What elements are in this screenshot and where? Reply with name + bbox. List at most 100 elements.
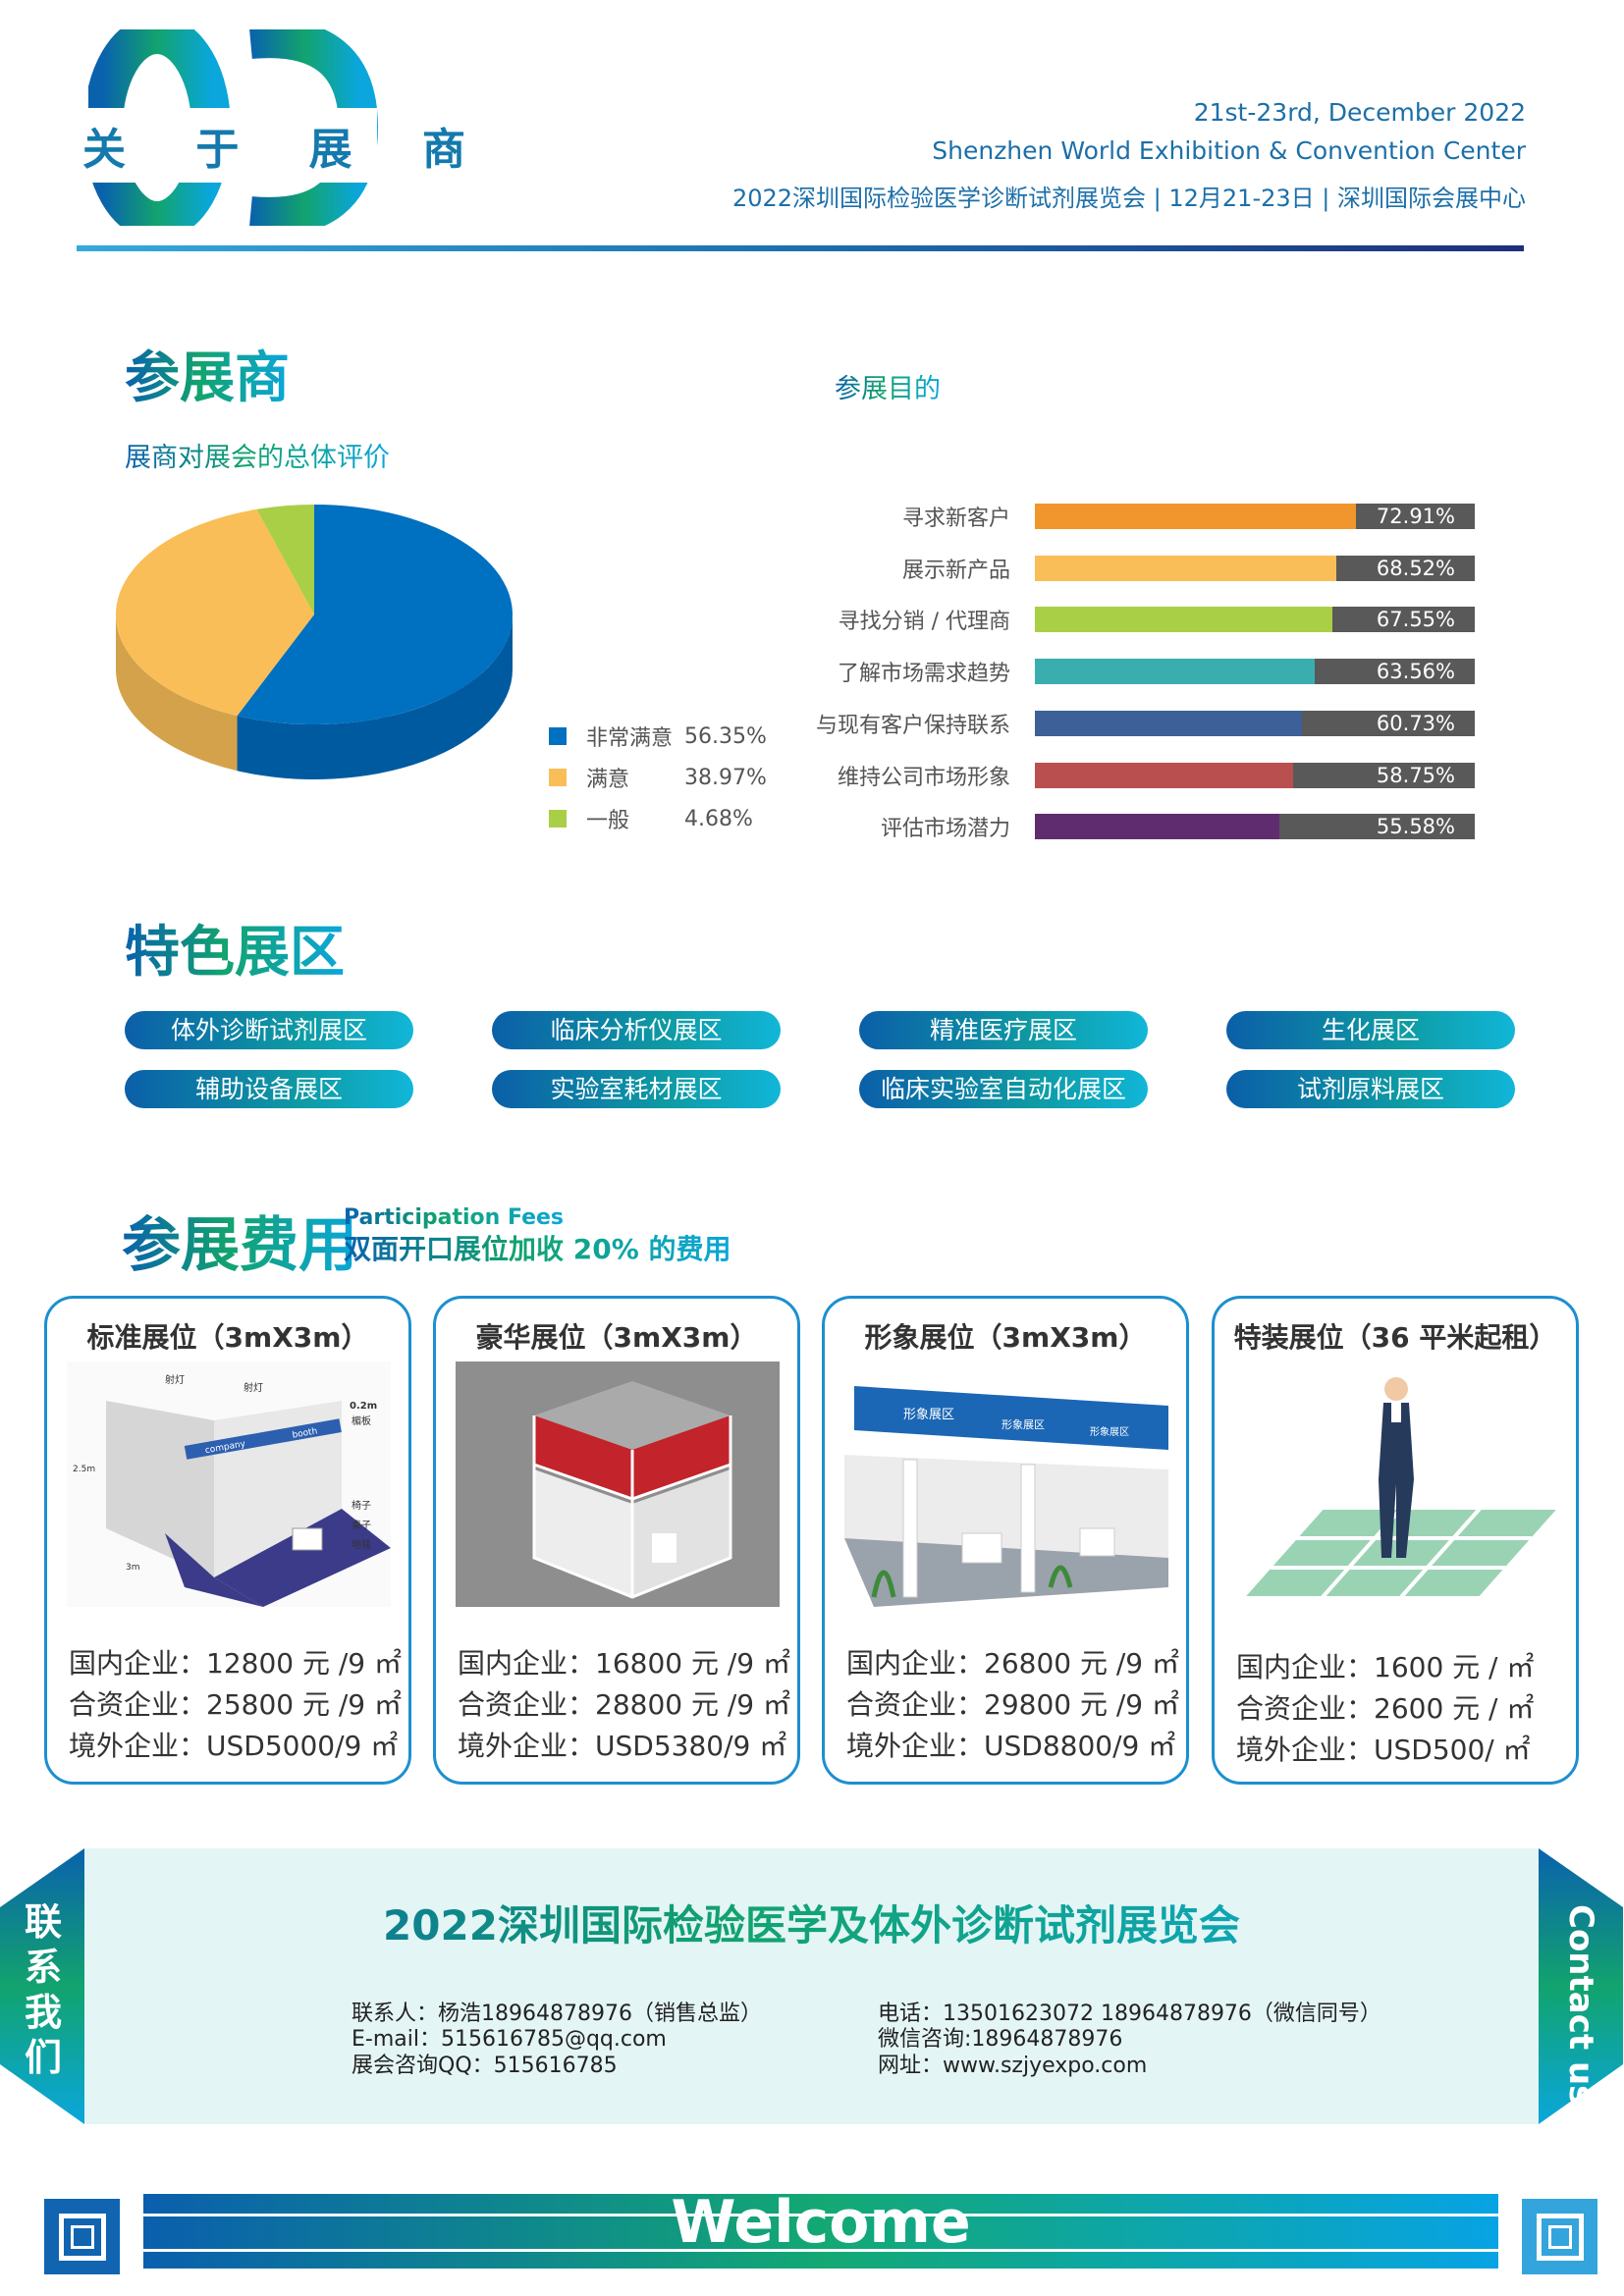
legend-label: 满意: [586, 768, 630, 792]
bar-fill: [1035, 555, 1336, 581]
bar-label: 与现有客户保持联系: [815, 713, 1010, 738]
section-title-band: 关 于 展 商: [82, 108, 493, 183]
bar-value: 67.55%: [1376, 608, 1455, 632]
booth-image-label: 0.2m: [350, 1401, 377, 1412]
bar-title: 参展目的: [835, 367, 941, 405]
contact-panel: [84, 1848, 1539, 2124]
fee-price: 合资企业：25800 元 /9 ㎡: [69, 1688, 403, 1721]
bar-fill: [1035, 659, 1315, 685]
bar-track: 67.55%: [1035, 607, 1475, 633]
bar-row: 寻找分销 / 代理商 67.55%: [687, 607, 1502, 635]
bar-label: 寻找分销 / 代理商: [838, 610, 1010, 635]
zone-pill[interactable]: 试剂原料展区: [1226, 1070, 1515, 1108]
zone-pill[interactable]: 体外诊断试剂展区: [125, 1011, 413, 1049]
bar-row: 寻求新客户 72.91%: [687, 504, 1502, 531]
bar-label: 寻求新客户: [901, 507, 1010, 531]
booth-image-label: 形象展区: [903, 1408, 954, 1422]
bar-track: 63.56%: [1035, 659, 1475, 685]
bar-row: 评估市场潜力 55.58%: [687, 814, 1502, 842]
booth-image-label: 地毯: [352, 1538, 371, 1551]
pie-side-1: [116, 614, 238, 772]
fee-card-title: 特装展位（36 平米起租）: [1233, 1321, 1557, 1354]
legend-swatch: [549, 769, 567, 786]
legend-label: 一般: [586, 809, 630, 833]
booth-image-label: 桌子: [352, 1519, 371, 1531]
booth-image-luxury-booth: [456, 1362, 780, 1607]
bar-track: 55.58%: [1035, 814, 1475, 840]
zone-pill[interactable]: 实验室耗材展区: [492, 1070, 781, 1108]
bar-track: 60.73%: [1035, 710, 1475, 736]
fee-card-title: 豪华展位（3mX3m）: [475, 1321, 758, 1354]
legend-value: 38.97%: [684, 765, 767, 790]
legend-swatch: [549, 727, 567, 745]
zone-pill[interactable]: 辅助设备展区: [125, 1070, 413, 1108]
bar-fill: [1035, 710, 1303, 736]
fees-title-en: Participation Fees: [344, 1205, 565, 1230]
legend-label: 非常满意: [586, 726, 674, 751]
fee-price: 境外企业：USD8800/9 ㎡: [846, 1730, 1176, 1762]
bar-fill: [1035, 607, 1332, 633]
fees-note: 双面开口展位加收 20% 的费用: [344, 1228, 731, 1267]
welcome-banner: Welcome: [143, 2188, 1498, 2269]
legend-item: 满意 38.97%: [549, 763, 767, 792]
bar-row: 了解市场需求趋势 63.56%: [687, 659, 1502, 686]
contact-ribbon-left: [0, 1848, 84, 2124]
pie-slice-一般: [256, 505, 314, 614]
bar-value: 58.75%: [1376, 763, 1455, 787]
legend-swatch: [549, 810, 567, 828]
fee-price: 国内企业：12800 元 /9 ㎡: [69, 1647, 403, 1680]
bar-value: 68.52%: [1376, 556, 1455, 580]
bar-track: 68.52%: [1035, 555, 1475, 581]
bar-value: 72.91%: [1376, 505, 1455, 528]
header-divider: [77, 245, 1524, 251]
section-title: 关 于 展 商: [82, 125, 493, 175]
zone-pill[interactable]: 临床实验室自动化展区: [859, 1070, 1148, 1108]
fee-price: 境外企业：USD5380/9 ㎡: [458, 1730, 787, 1762]
fee-price: 境外企业：USD5000/9 ㎡: [69, 1730, 399, 1762]
bar-label: 评估市场潜力: [880, 817, 1010, 842]
event-line: 2022深圳国际检验医学诊断试剂展览会 | 12月21-23日 | 深圳国际会展…: [731, 185, 1526, 212]
fee-card-title: 标准展位（3mX3m）: [86, 1321, 369, 1354]
bar-label: 展示新产品: [901, 558, 1010, 583]
fee-price: 国内企业：26800 元 /9 ㎡: [846, 1647, 1180, 1680]
fee-price: 境外企业：USD500/ ㎡: [1236, 1734, 1531, 1766]
booth-image-label: 射灯: [244, 1382, 263, 1394]
pie-slice-非常满意: [237, 505, 513, 724]
booth-image-label: 2.5m: [73, 1465, 95, 1474]
pie-title: 展商对展会的总体评价: [125, 436, 390, 474]
legend-value: 56.35%: [684, 723, 767, 749]
booth-image-image-booth: 形象展区 形象展区 形象展区: [844, 1362, 1168, 1607]
booth-image-label: 3m: [126, 1563, 140, 1573]
fee-price: 合资企业：29800 元 /9 ㎡: [846, 1688, 1180, 1721]
zone-pill[interactable]: 精准医疗展区: [859, 1011, 1148, 1049]
booth-image-label: 形象展区: [1001, 1418, 1045, 1431]
fee-price: 合资企业：28800 元 /9 ㎡: [458, 1688, 791, 1721]
frame-icon-left: [44, 2199, 120, 2274]
frame-icon-right: [1522, 2199, 1597, 2274]
bar-track: 72.91%: [1035, 504, 1475, 529]
bar-label: 维持公司市场形象: [837, 765, 1010, 790]
legend-item: 非常满意 56.35%: [549, 721, 767, 751]
fee-card-title: 形象展位（3mX3m）: [864, 1321, 1147, 1354]
contact-ribbon-right: [1539, 1848, 1623, 2124]
bar-value: 63.56%: [1376, 660, 1455, 684]
zone-pill[interactable]: 生化展区: [1226, 1011, 1515, 1049]
booth-image-standard-booth: company booth 射灯 射灯 0.2m 楣板 2.5m 椅子 桌子 地毯 3m: [67, 1362, 391, 1607]
venue-en: Shenzhen World Exhibition & Convention C…: [932, 136, 1526, 165]
legend-value: 4.68%: [684, 806, 753, 831]
contact-email: E-mail：515616785@qq.com: [352, 2027, 667, 2052]
booth-image-label: 形象展区: [1090, 1426, 1129, 1438]
fees-title: 参展费用: [122, 1198, 357, 1283]
bar-fill: [1035, 504, 1356, 529]
bar-track: 58.75%: [1035, 762, 1475, 788]
bar-row: 展示新产品 68.52%: [687, 555, 1502, 583]
welcome-text: Welcome: [671, 2188, 971, 2257]
contact-website: 网址：www.szjyexpo.com: [878, 2054, 1148, 2078]
contact-phone: 电话：13501623072 18964878976（微信同号）: [878, 2002, 1381, 2026]
pie-slice-满意: [115, 508, 315, 717]
bar-row: 与现有客户保持联系 60.73%: [687, 710, 1502, 738]
contact-wechat: 微信咨询:18964878976: [878, 2027, 1123, 2052]
zone-pill[interactable]: 临床分析仪展区: [492, 1011, 781, 1049]
